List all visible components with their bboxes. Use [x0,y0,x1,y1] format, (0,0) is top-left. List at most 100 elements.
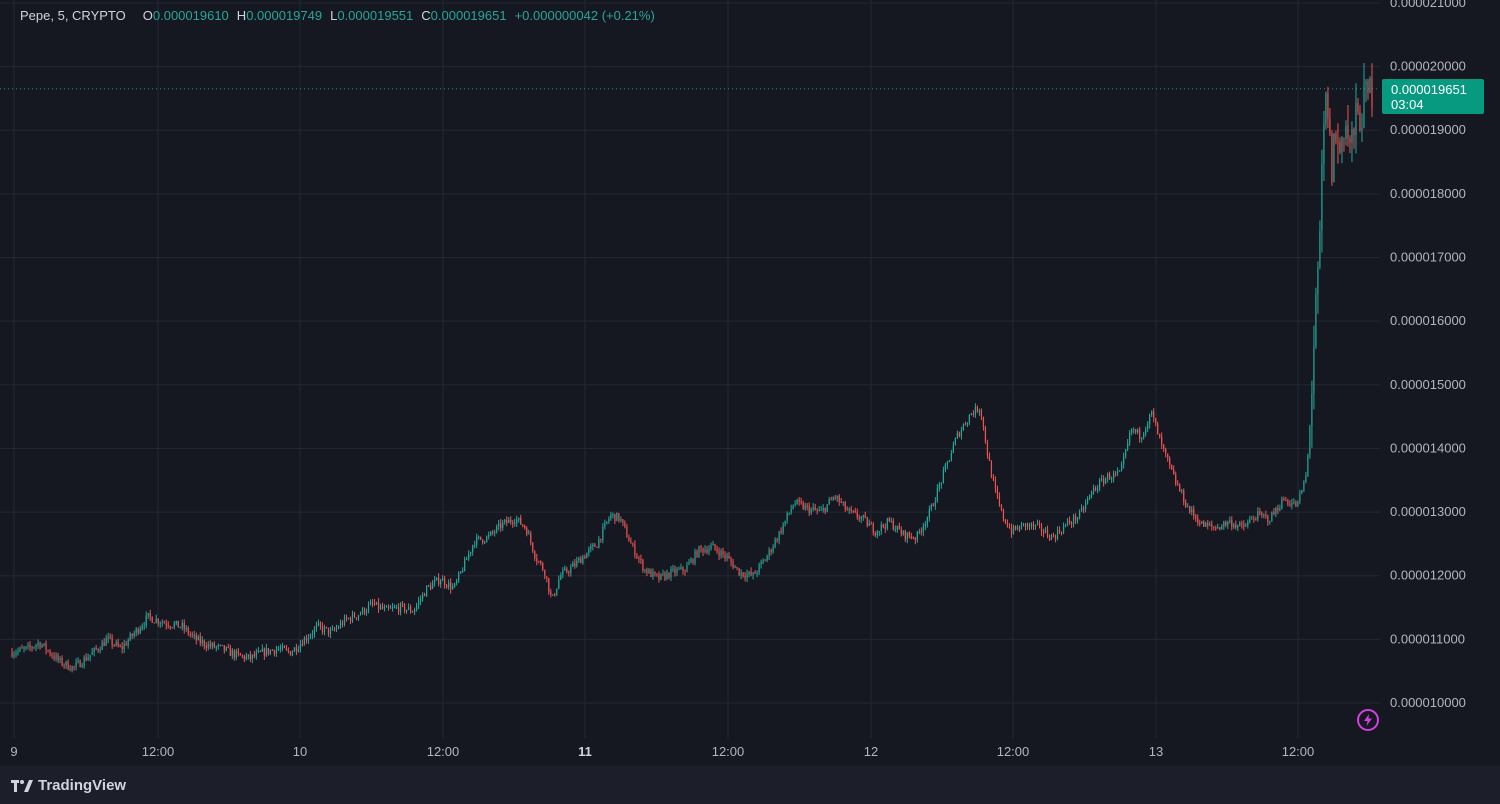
candle [1139,426,1141,443]
candle [1229,516,1231,524]
price-tick-label: 0.000019000 [1390,122,1466,137]
candle [966,422,969,428]
candle [239,652,241,656]
candle [438,573,440,587]
candle [401,600,404,608]
candle [1036,519,1039,526]
candle [61,655,63,667]
candle [81,662,83,669]
candle [1359,105,1361,133]
candle [1076,516,1079,524]
candle [598,535,600,549]
candle [201,636,203,647]
candle [972,410,975,418]
candle [896,525,898,533]
candle [602,523,604,544]
candle [654,571,656,577]
price-axis[interactable]: 0.000010000 0.000011000 0.000012000 0.00001… [1390,0,1466,710]
candle [1034,524,1037,530]
candle [504,519,506,525]
candle [1279,504,1281,512]
price-tick-label: 0.000018000 [1390,186,1466,201]
candle [684,569,686,576]
candle [1343,137,1345,152]
symbol-title[interactable]: Pepe, 5, CRYPTO [20,8,126,23]
price-tick-label: 0.000013000 [1390,504,1466,519]
candle [271,648,273,651]
candle [746,569,748,583]
candle [1325,91,1327,130]
candle [1066,517,1069,527]
candle [325,626,328,629]
candle [1092,484,1095,495]
candle [794,500,796,507]
candle [1191,506,1193,516]
candle [1044,526,1047,534]
candle [1225,520,1227,528]
candle [944,462,946,473]
candle [1351,121,1353,163]
candle [297,645,300,653]
candle [247,654,249,660]
candle [568,570,570,577]
candle [347,617,350,620]
candle [307,633,310,644]
candle [1062,522,1065,535]
candle [251,654,253,664]
candle [738,567,740,577]
price-chart[interactable]: 0.000010000 0.000011000 0.000012000 0.00001… [0,0,1500,766]
candle [369,599,372,606]
candle [1211,520,1213,531]
candle [482,539,484,545]
candle [764,558,766,562]
candle [291,650,294,657]
candle [520,514,522,525]
candle [524,524,526,530]
candle [211,641,213,650]
candle [191,631,193,639]
candle [259,650,261,653]
time-tick-label: 12:00 [142,744,175,759]
candle [1299,489,1301,505]
candle [59,656,61,664]
candle [41,643,43,649]
candle [185,624,187,632]
candle [1028,522,1031,531]
candle [534,550,536,562]
candle [1335,130,1337,145]
candle [69,664,71,672]
candle [540,560,542,566]
candle [321,622,324,635]
candle [522,524,524,528]
candle [948,460,950,463]
lightning-bolt-icon[interactable] [1357,709,1379,731]
candle [23,646,25,653]
candle [984,425,987,444]
candle [1050,533,1053,541]
candle [241,654,243,659]
candle [113,644,115,647]
candle [315,621,318,632]
candle [1249,515,1251,524]
candle [319,621,322,630]
candle [942,466,944,484]
candle [632,542,634,547]
price-tick-label: 0.000016000 [1390,313,1466,328]
candle [1147,421,1149,433]
candle [444,575,446,589]
candle [750,567,752,577]
candle [682,566,684,575]
candle [1189,505,1191,515]
candle [456,578,458,586]
tradingview-logo[interactable]: TradingView [11,777,126,794]
candle [1361,113,1363,143]
candle [454,582,456,588]
candle [662,569,664,577]
candle [878,530,880,537]
candle [1054,534,1057,543]
candle [708,544,710,556]
candle [432,579,434,590]
candle [986,439,989,459]
time-axis[interactable]: 9 12:00 10 12:00 11 12:00 12 12:00 13 12:00 [10,744,1314,759]
candle [1331,130,1333,186]
